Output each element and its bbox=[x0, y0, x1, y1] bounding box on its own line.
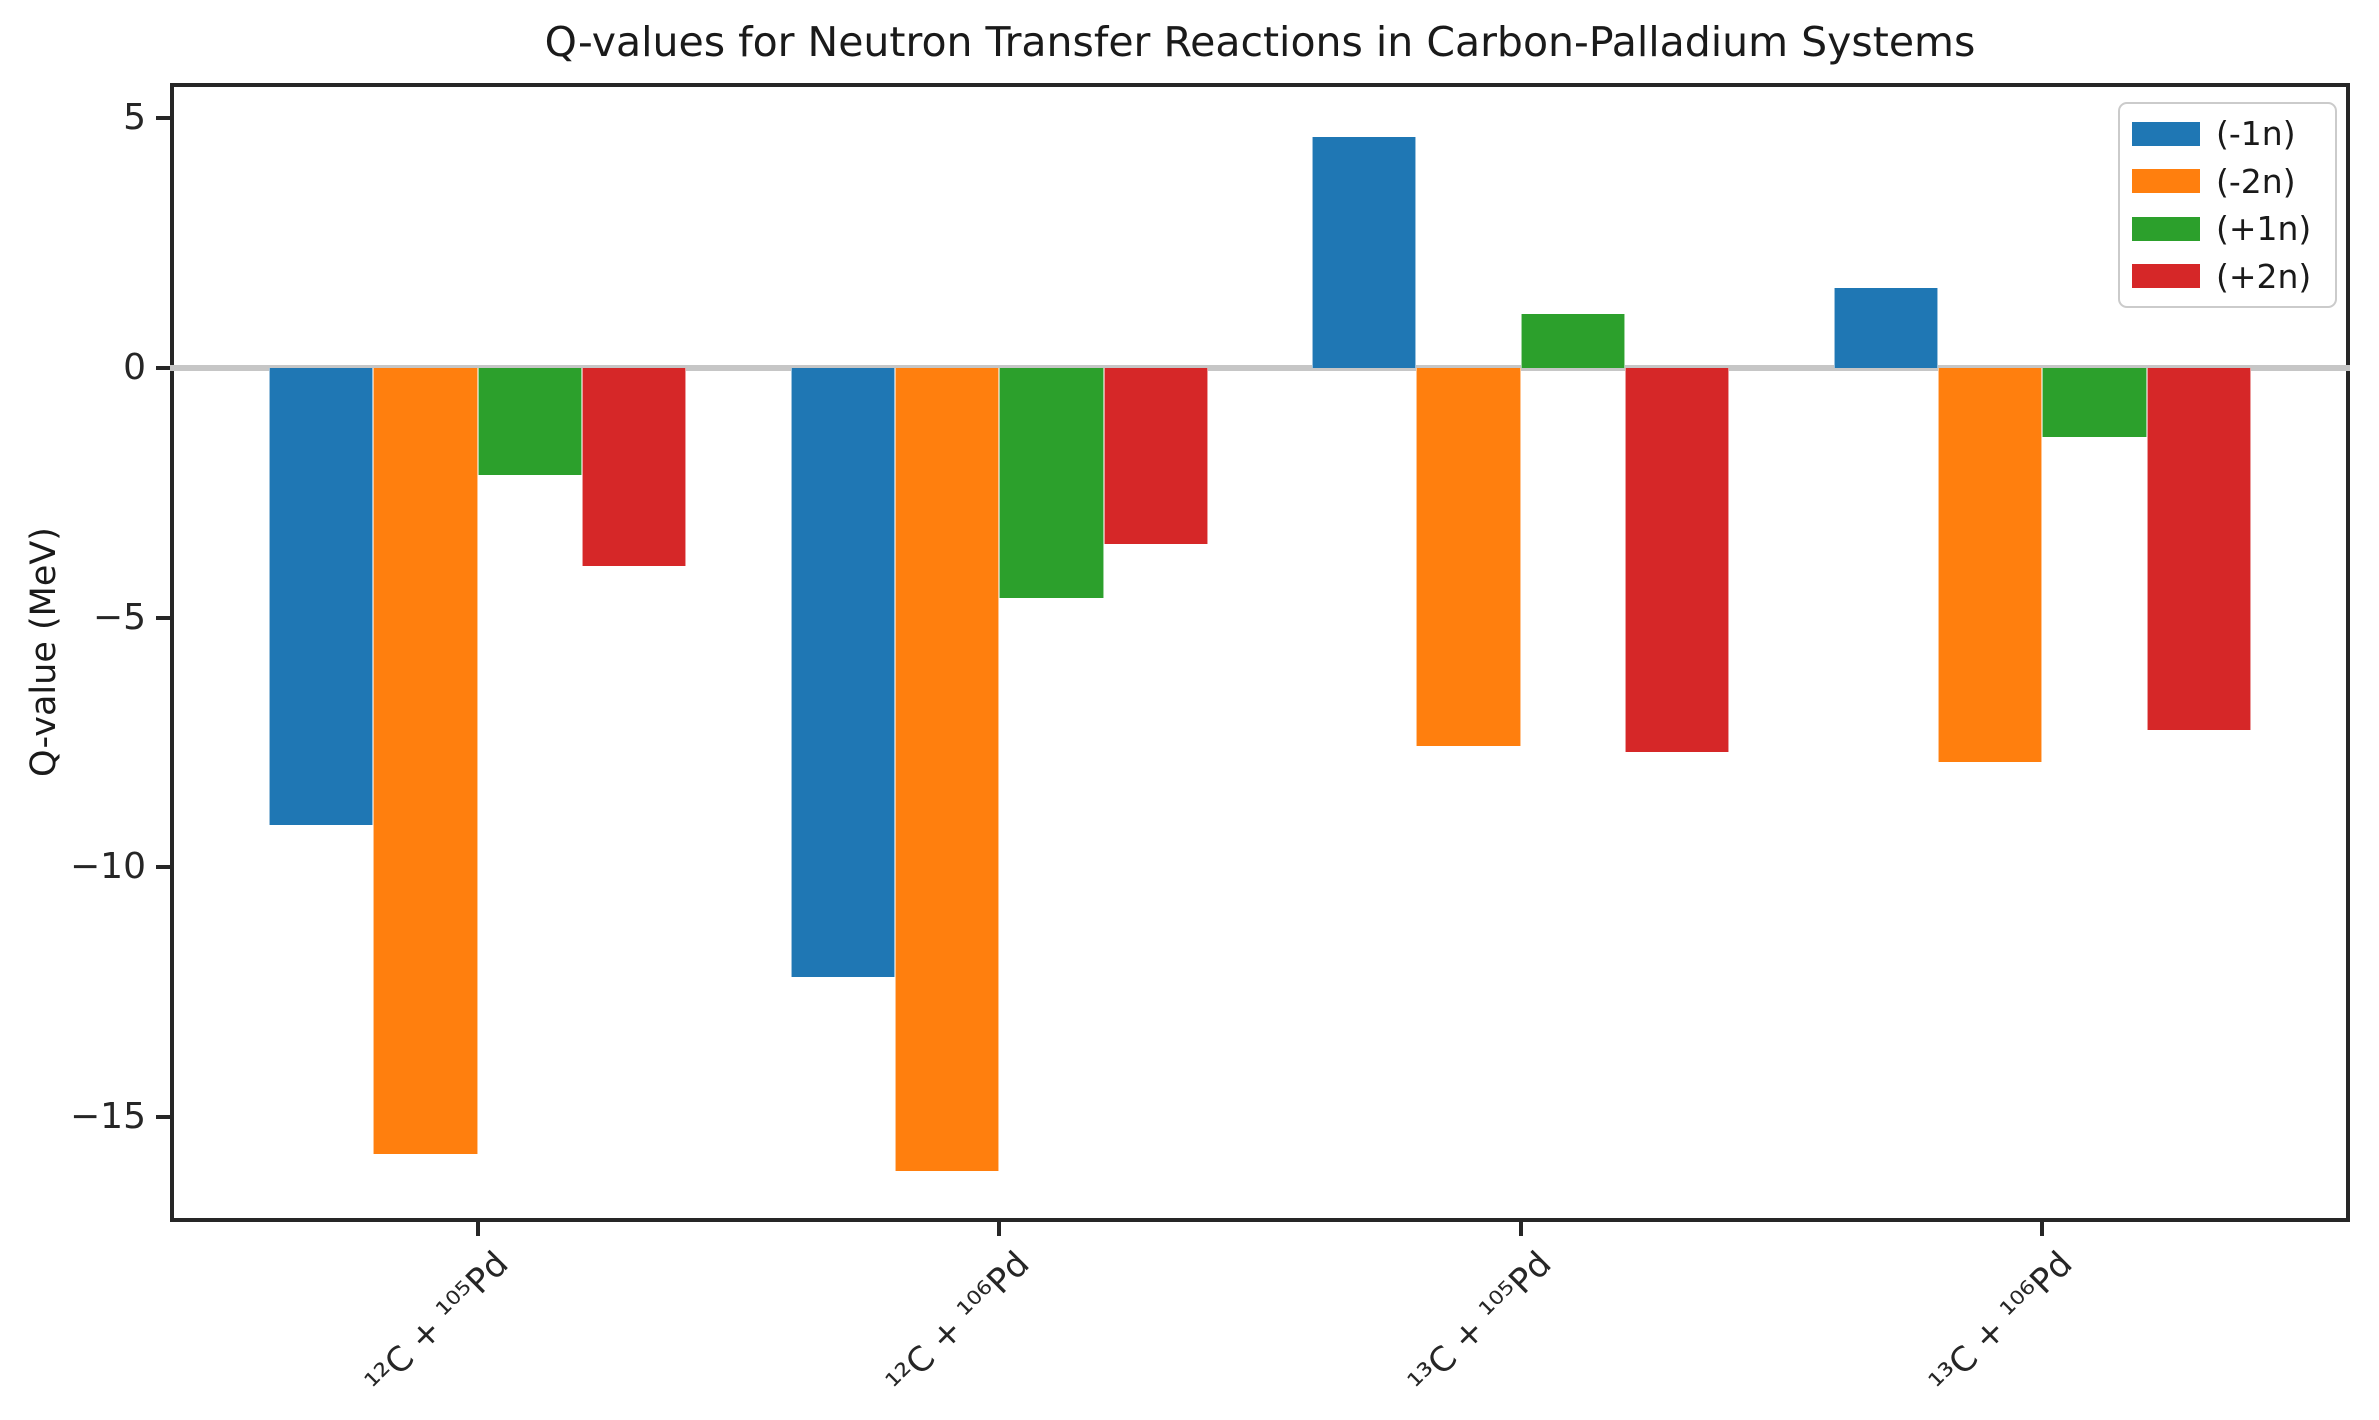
chart-title: Q-values for Neutron Transfer Reactions … bbox=[544, 18, 1976, 66]
x-tick-mark bbox=[2040, 1222, 2045, 1236]
bar-(-2n)-cat0 bbox=[373, 367, 478, 1155]
zero-line bbox=[170, 364, 2350, 371]
bar-(-1n)-cat0 bbox=[269, 367, 374, 826]
bar-(-2n)-cat2 bbox=[1416, 367, 1521, 746]
legend-swatch-icon bbox=[2132, 216, 2200, 241]
y-tick-mark bbox=[156, 865, 170, 870]
y-tick-mark bbox=[156, 365, 170, 370]
bar-(-2n)-cat3 bbox=[1937, 367, 2043, 763]
x-tick-label: ¹²C + ¹⁰⁶Pd bbox=[879, 1244, 1038, 1403]
y-tick-label: −5 bbox=[92, 596, 146, 638]
y-tick-label: −15 bbox=[70, 1096, 146, 1138]
legend-item: (-2n) bbox=[2132, 162, 2335, 201]
legend-item: (+2n) bbox=[2132, 257, 2335, 296]
bar-(-1n)-cat1 bbox=[790, 367, 895, 977]
y-tick-mark bbox=[156, 615, 170, 620]
bar-(+2n)-cat2 bbox=[1625, 367, 1730, 753]
x-tick-label: ¹³C + ¹⁰⁵Pd bbox=[1400, 1244, 1560, 1403]
x-tick-mark bbox=[1518, 1222, 1523, 1236]
y-tick-label: 0 bbox=[123, 346, 146, 388]
y-tick-mark bbox=[156, 115, 170, 120]
legend-label: (-1n) bbox=[2216, 114, 2296, 154]
x-tick-mark bbox=[475, 1222, 480, 1236]
bar-(+1n)-cat1 bbox=[999, 367, 1104, 599]
bar-(+2n)-cat1 bbox=[1103, 367, 1208, 545]
bar-(+1n)-cat0 bbox=[477, 367, 582, 476]
x-tick-mark bbox=[997, 1222, 1002, 1236]
bar-(-1n)-cat2 bbox=[1312, 136, 1417, 368]
bar-(+2n)-cat3 bbox=[2146, 367, 2251, 731]
x-tick-label: ¹²C + ¹⁰⁵Pd bbox=[357, 1244, 517, 1403]
legend-label: (+2n) bbox=[2216, 256, 2312, 296]
bar-(+1n)-cat3 bbox=[2042, 367, 2147, 437]
legend-label: (-2n) bbox=[2216, 161, 2296, 201]
bar-(-1n)-cat3 bbox=[1833, 288, 1938, 368]
legend-label: (+1n) bbox=[2216, 209, 2312, 249]
y-tick-mark bbox=[156, 1115, 170, 1120]
bar-(+1n)-cat2 bbox=[1520, 313, 1626, 368]
y-axis-label: Q-value (MeV) bbox=[24, 527, 64, 777]
legend-swatch-icon bbox=[2132, 121, 2200, 146]
y-tick-label: 5 bbox=[123, 96, 146, 138]
bar-(+2n)-cat0 bbox=[582, 367, 687, 567]
legend-swatch-icon bbox=[2132, 169, 2200, 194]
legend-swatch-icon bbox=[2132, 264, 2200, 289]
bar-(-2n)-cat1 bbox=[894, 367, 1000, 1172]
legend-item: (-1n) bbox=[2132, 114, 2335, 153]
legend-item: (+1n) bbox=[2132, 209, 2335, 248]
y-tick-label: −10 bbox=[70, 846, 146, 888]
legend: (-1n) (-2n) (+1n) (+2n) bbox=[2118, 102, 2337, 308]
x-tick-label: ¹³C + ¹⁰⁶Pd bbox=[1922, 1244, 2081, 1403]
